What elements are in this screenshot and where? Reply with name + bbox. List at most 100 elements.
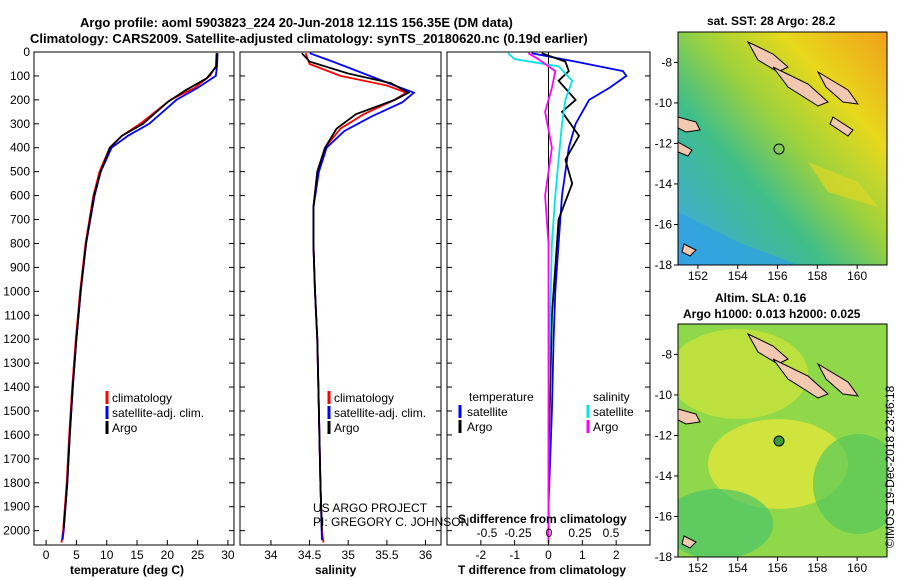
map-y-tick-label: -8: [661, 55, 672, 69]
s-tick-label: -0.25: [504, 526, 532, 540]
credit-pi: PI: GREGORY C. JOHNSON: [313, 515, 469, 529]
depth-tick-label: 2000: [3, 524, 30, 538]
depth-tick-label: 1300: [3, 356, 30, 370]
depth-tick-label: 300: [10, 117, 30, 131]
map-y-tick-label: -16: [655, 509, 673, 523]
sla-map-ticks: 152 154 156 158 160 -8 -10 -12 -14 -16 -18: [655, 347, 868, 575]
x-tick-label: 30: [221, 548, 235, 562]
legend-label-climatology: climatology: [112, 391, 172, 405]
depth-tick-label: 900: [10, 260, 30, 274]
map-x-tick-label: 152: [688, 561, 708, 575]
map-x-tick-label: 154: [728, 269, 748, 283]
temperature-axis-label: temperature (deg C): [70, 563, 184, 577]
map-x-tick-label: 154: [728, 561, 748, 575]
series-salinity-satellite: [507, 52, 574, 543]
sla-map-subtitle: Argo h1000: 0.013 h2000: 0.025: [683, 307, 861, 321]
map-y-tick-label: -12: [655, 136, 673, 150]
island-outline: [816, 70, 860, 105]
legend-label-salinity-satellite: satellite: [593, 405, 634, 419]
sla-low-region: [813, 434, 887, 534]
sla-map-title: Altim. SLA: 0.16: [715, 291, 807, 305]
sst-map-panel: sat. SST: 28 Argo: 28.2: [655, 14, 888, 283]
sst-map-image: [678, 32, 887, 265]
salinity-legend: climatology satellite-adj. clim. Argo: [327, 391, 426, 435]
series-argo: [62, 53, 218, 529]
depth-tick-label: 1200: [3, 332, 30, 346]
depth-tick-label: 800: [10, 236, 30, 250]
map-y-tick-label: -10: [655, 96, 673, 110]
depth-tick-label: 500: [10, 165, 30, 179]
depth-tick-label: 1100: [4, 308, 30, 322]
temperature-panel: 0 5 10 15 20 25 30 temperature (deg C) climato…: [33, 51, 235, 577]
argo-location-marker: [773, 143, 785, 155]
sst-map-ticks: 152 154 156 158 160 -8 -10 -12 -14 -16 -18: [655, 55, 868, 283]
island-outline: [678, 141, 693, 157]
island-outline: [772, 66, 829, 107]
legend-title-temperature: temperature: [469, 390, 534, 404]
x-tick-label: 35: [342, 548, 356, 562]
s-tick-label: -0.5: [477, 526, 498, 540]
map-y-tick-label: -16: [655, 217, 673, 231]
depth-tick-label: 1900: [3, 500, 30, 514]
x-tick-label: 34.5: [298, 548, 322, 562]
depth-tick-label: 1600: [3, 428, 30, 442]
legend-title-salinity: salinity: [593, 390, 630, 404]
depth-tick-label: 1700: [3, 452, 30, 466]
depth-tick-label: 400: [10, 141, 30, 155]
x-tick-label: 20: [161, 548, 175, 562]
map-y-tick-label: -18: [655, 550, 673, 564]
island-outline: [746, 40, 789, 73]
x-tick-label: 0: [545, 548, 552, 562]
island-outline: [816, 362, 860, 397]
depth-tick-label: 200: [10, 93, 30, 107]
map-y-tick-label: -18: [655, 258, 673, 272]
map-x-tick-label: 152: [688, 269, 708, 283]
sla-low-region: [678, 489, 773, 557]
map-y-tick-label: -10: [655, 388, 673, 402]
series-salinity-argo: [527, 52, 557, 543]
temperature-legend: climatology satellite-adj. clim. Argo: [105, 391, 204, 435]
s-difference-axis-label: S difference from climatology: [458, 512, 627, 526]
s-tick-label: 0.25: [568, 526, 592, 540]
legend-label-salinity-argo: Argo: [593, 420, 619, 434]
x-tick-label: -1: [509, 548, 520, 562]
legend-label-argo: Argo: [112, 421, 138, 435]
difference-x-ticks: -2 -1 0 1 2 -0.5 -0.25 0 0.25 0.5: [475, 526, 619, 562]
salinity-x-ticks: 34 34.5 35 35.5 36: [264, 540, 433, 562]
map-x-tick-label: 160: [847, 561, 867, 575]
depth-axis-ticks: 0 100 200 300 400 500 600 700 800 900 1000 1100 1200…: [3, 45, 650, 538]
map-y-tick-label: -14: [655, 469, 673, 483]
depth-tick-label: 1000: [3, 284, 30, 298]
depth-tick-label: 1400: [3, 380, 30, 394]
map-x-tick-label: 156: [768, 269, 788, 283]
x-tick-label: -2: [475, 548, 486, 562]
depth-tick-label: 600: [10, 189, 30, 203]
depth-tick-label: 100: [10, 69, 30, 83]
x-tick-label: 2: [613, 548, 620, 562]
cool-water-region: [678, 212, 798, 265]
imos-credit: ©IMOS 19-Dec-2018 23:46:18: [883, 385, 897, 548]
legend-label-satellite: satellite-adj. clim.: [112, 406, 204, 420]
sla-map-panel: Altim. SLA: 0.16 Argo h1000: 0.013 h2000…: [655, 291, 888, 575]
legend-label-temperature-argo: Argo: [467, 420, 493, 434]
difference-profile-lines: [507, 52, 628, 543]
s-tick-label: 0.5: [603, 526, 620, 540]
salinity-plot-frame: [239, 51, 442, 546]
depth-tick-label: 1800: [3, 476, 30, 490]
figure-title-line2: Climatology: CARS2009. Satellite-adjuste…: [30, 31, 588, 46]
x-tick-label: 1: [579, 548, 586, 562]
legend-label-climatology: climatology: [334, 391, 394, 405]
series-temperature-satellite: [531, 52, 628, 543]
island-outline: [678, 116, 701, 133]
temperature-plot-frame: [33, 51, 235, 546]
x-tick-label: 0: [43, 548, 50, 562]
island-outline: [829, 116, 854, 137]
legend-label-argo: Argo: [334, 421, 360, 435]
salinity-axis-label: salinity: [315, 563, 357, 577]
s-tick-label: 0: [546, 526, 553, 540]
sla-map-frame: [677, 323, 888, 558]
x-tick-label: 34: [264, 548, 278, 562]
island-outline: [772, 358, 829, 399]
x-tick-label: 15: [130, 548, 144, 562]
